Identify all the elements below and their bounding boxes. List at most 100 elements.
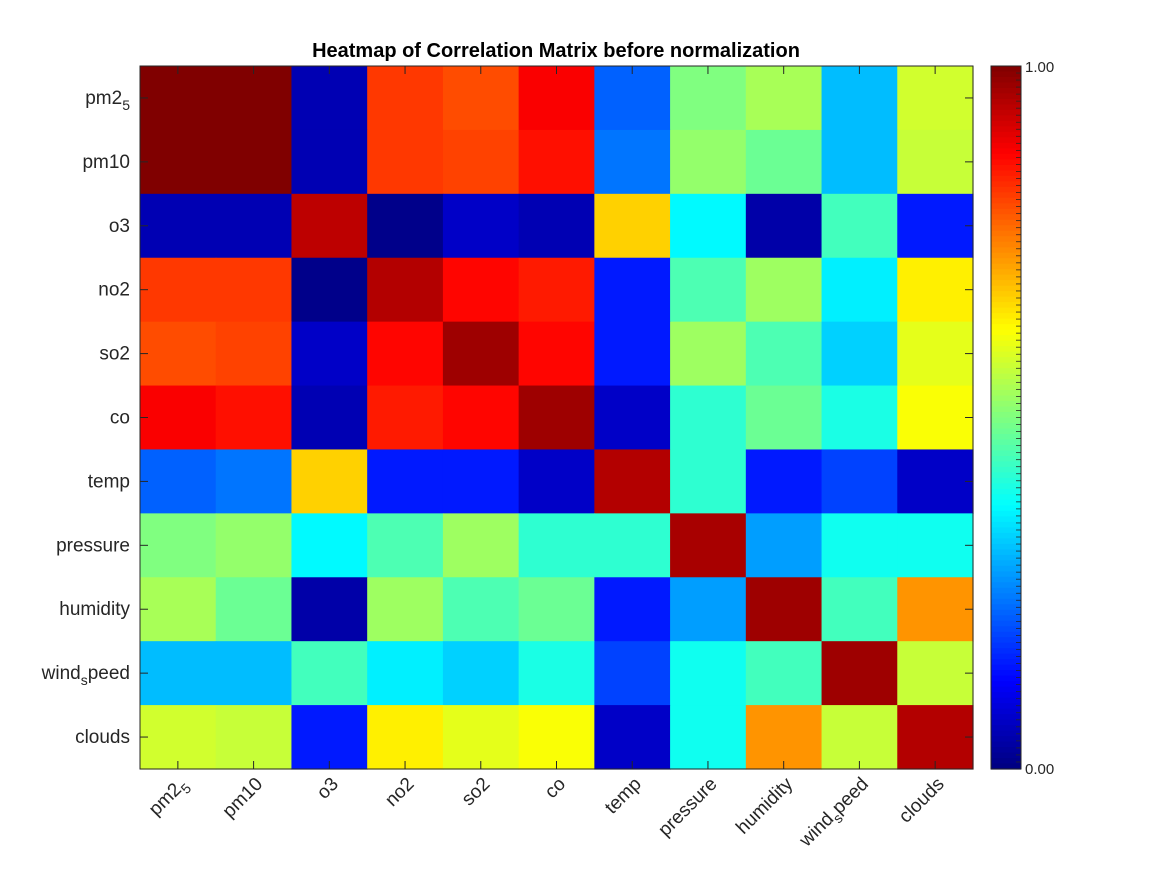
colorbar-segment xyxy=(991,444,1021,452)
colorbar-segment xyxy=(991,181,1021,188)
heatmap-cell xyxy=(215,129,293,195)
colorbar-segment xyxy=(991,659,1021,666)
heatmap-cell xyxy=(215,577,293,642)
heatmap-cell xyxy=(670,321,747,387)
x-tick-label: no2 xyxy=(381,774,418,811)
heatmap-cell xyxy=(821,705,898,770)
heatmap-cell xyxy=(745,193,823,259)
heatmap-cell xyxy=(518,385,595,451)
heatmap-cell xyxy=(670,641,747,706)
x-tick-label: pressure xyxy=(654,774,721,841)
colorbar-segment xyxy=(991,230,1021,237)
colorbar-segment xyxy=(991,681,1021,688)
colorbar-segment xyxy=(991,412,1021,419)
colorbar-segment xyxy=(991,543,1021,550)
heatmap-cell xyxy=(291,513,368,578)
heatmap-cell xyxy=(367,193,444,259)
colorbar-segment xyxy=(991,324,1021,331)
heatmap-cell xyxy=(367,449,444,514)
x-tick-label: pm10 xyxy=(219,774,267,822)
colorbar-segment xyxy=(991,148,1021,155)
colorbar-segment xyxy=(991,466,1021,474)
colorbar-segment xyxy=(991,131,1021,138)
colorbar-segment xyxy=(991,494,1021,501)
colorbar-segment xyxy=(991,142,1021,149)
colorbar-segment xyxy=(991,335,1021,342)
colorbar-segment xyxy=(991,192,1021,199)
colorbar-segment xyxy=(991,247,1021,254)
heatmap-cell xyxy=(291,449,368,514)
colorbar-segment xyxy=(991,428,1021,435)
colorbar-segment xyxy=(991,401,1021,408)
colorbar-max-label: 1.00 xyxy=(1025,59,1054,76)
colorbar-segment xyxy=(991,219,1021,226)
colorbar-segment xyxy=(991,510,1021,517)
colorbar-segment xyxy=(991,296,1021,303)
colorbar-segment xyxy=(991,263,1021,270)
heatmap-cell xyxy=(291,129,368,195)
heatmap-cell xyxy=(670,513,747,578)
colorbar-segment xyxy=(991,175,1021,182)
y-tick-label: so2 xyxy=(99,344,130,365)
heatmap-cell xyxy=(367,513,444,578)
colorbar-segment xyxy=(991,719,1021,726)
colorbar-segment xyxy=(991,703,1021,710)
y-tick-label: pressure xyxy=(56,535,130,556)
heatmap-cell xyxy=(291,193,368,259)
heatmap-cell xyxy=(670,129,747,195)
heatmap-cell xyxy=(821,193,898,259)
heatmap-cell xyxy=(745,385,823,451)
heatmap-cell xyxy=(821,385,898,451)
colorbar-segment xyxy=(991,571,1021,578)
colorbar-segment xyxy=(991,758,1021,765)
colorbar-segment xyxy=(991,126,1021,133)
colorbar-segment xyxy=(991,170,1021,177)
colorbar-segment xyxy=(991,318,1021,325)
colorbar-segment xyxy=(991,483,1021,490)
heatmap-cell xyxy=(745,321,823,387)
colorbar-segment xyxy=(991,66,1021,73)
colorbar-segment xyxy=(991,214,1021,221)
colorbar-segment xyxy=(991,461,1021,468)
heatmap-cell xyxy=(442,321,520,387)
colorbar-segment xyxy=(991,313,1021,320)
y-tick-label: pm25 xyxy=(85,88,130,113)
heatmap-cell xyxy=(745,257,823,323)
colorbar-segment xyxy=(991,582,1021,589)
heatmap-cell xyxy=(518,449,595,514)
colorbar-segment xyxy=(991,340,1021,347)
heatmap-cell xyxy=(518,66,595,131)
colorbar-segment xyxy=(991,472,1021,479)
x-tick-label: so2 xyxy=(458,774,495,811)
heatmap-cell xyxy=(140,321,217,387)
colorbar-segment xyxy=(991,208,1021,215)
heatmap-cell xyxy=(367,577,444,642)
heatmap-cell xyxy=(518,577,595,642)
heatmap-cell xyxy=(594,705,671,770)
colorbar-segment xyxy=(991,609,1021,616)
heatmap-cell xyxy=(442,385,520,451)
colorbar-segment xyxy=(991,433,1021,441)
heatmap-cell xyxy=(594,66,671,131)
heatmap-cell xyxy=(518,257,595,323)
heatmap-cell xyxy=(518,193,595,259)
heatmap-cell xyxy=(215,66,293,131)
colorbar-segment xyxy=(991,516,1021,523)
heatmap-cell xyxy=(442,705,520,770)
heatmap-cell xyxy=(821,66,898,131)
colorbar-segment xyxy=(991,269,1021,276)
heatmap-cells xyxy=(140,66,974,770)
colorbar-segment xyxy=(991,505,1021,512)
colorbar-segment xyxy=(991,280,1021,287)
heatmap-cell xyxy=(670,257,747,323)
colorbar-segment xyxy=(991,93,1021,100)
colorbar-segment xyxy=(991,373,1021,380)
colorbar-segment xyxy=(991,598,1021,605)
heatmap-cell xyxy=(215,705,293,770)
colorbar-segment xyxy=(991,670,1021,677)
heatmap-cell xyxy=(670,385,747,451)
heatmap-cell xyxy=(367,385,444,451)
heatmap-cell xyxy=(594,385,671,451)
heatmap-cell xyxy=(821,129,898,195)
heatmap-cell xyxy=(745,705,823,770)
